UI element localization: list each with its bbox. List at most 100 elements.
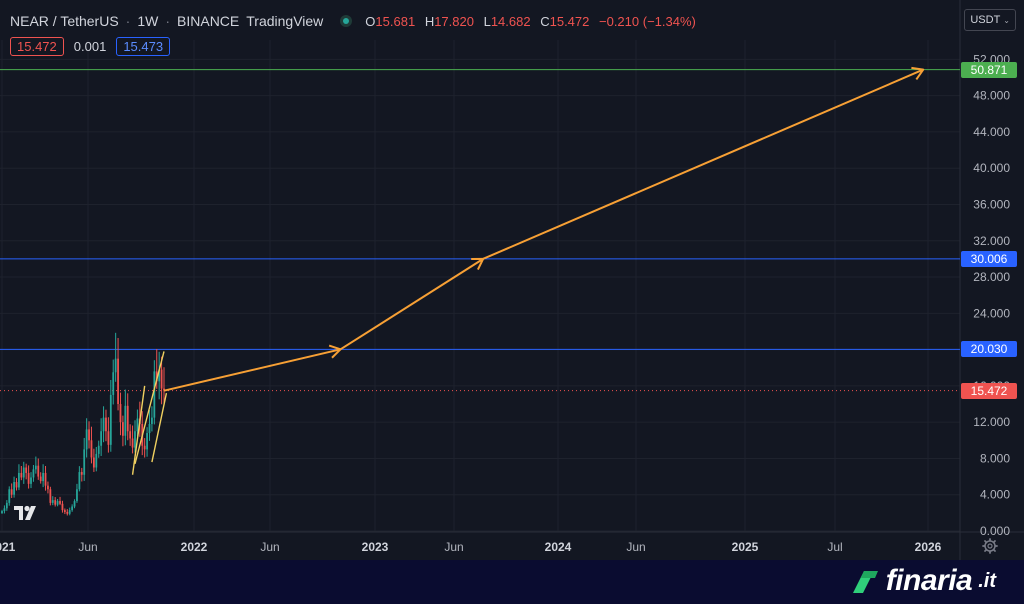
price-level-tag: 15.472 bbox=[961, 382, 1017, 399]
forecast-arrow[interactable] bbox=[339, 258, 484, 351]
forecast-arrow[interactable] bbox=[163, 348, 341, 392]
price-level-tag: 30.006 bbox=[961, 250, 1017, 267]
candle-body bbox=[1, 511, 3, 514]
y-tick-label: 8.000 bbox=[980, 451, 1010, 465]
symbol-name[interactable]: NEAR / TetherUS bbox=[10, 13, 119, 29]
candle-body bbox=[90, 440, 93, 458]
ohlc-values: O15.681 H17.820 L14.682 C15.472 −0.210 (… bbox=[365, 13, 696, 29]
candle-body bbox=[30, 477, 32, 484]
candle-body bbox=[13, 482, 15, 495]
x-tick-label: 2021 bbox=[0, 540, 16, 554]
platform: TradingView bbox=[246, 13, 324, 29]
candle-body bbox=[83, 449, 86, 475]
y-tick-label: 48.000 bbox=[973, 89, 1010, 103]
sell-price-button[interactable]: 15.472 bbox=[10, 36, 64, 56]
price-level-tag: 50.871 bbox=[961, 61, 1017, 78]
open-value: 15.681 bbox=[375, 13, 416, 29]
trade-price-panel: 15.472 0.001 15.473 bbox=[10, 36, 171, 56]
candle-body bbox=[158, 369, 161, 382]
candle-body bbox=[148, 423, 151, 434]
grid bbox=[0, 40, 960, 532]
candle-body bbox=[18, 472, 20, 488]
y-tick-label: 40.000 bbox=[973, 161, 1010, 175]
candle-body bbox=[10, 489, 13, 495]
close-value: 15.472 bbox=[549, 13, 590, 29]
candle-body bbox=[107, 431, 110, 445]
exchange: BINANCE bbox=[177, 13, 240, 29]
candle-body bbox=[143, 445, 146, 450]
candle-body bbox=[73, 501, 76, 507]
brand-tld: .it bbox=[978, 569, 996, 592]
pattern-trendline[interactable] bbox=[151, 392, 168, 463]
y-axis[interactable]: 0.0004.0008.00012.00016.00020.00024.0002… bbox=[973, 52, 1010, 538]
candle-body bbox=[39, 476, 42, 482]
x-tick-label: Jun bbox=[626, 540, 645, 554]
low-value: 14.682 bbox=[490, 13, 531, 29]
gear-icon[interactable] bbox=[982, 538, 998, 554]
candle-body bbox=[22, 467, 25, 478]
candle-body bbox=[59, 501, 61, 504]
x-tick-label: 2025 bbox=[732, 540, 759, 554]
candle-body bbox=[136, 418, 139, 432]
buy-price-button[interactable]: 15.473 bbox=[116, 36, 171, 56]
currency-selector[interactable]: USDT ⌄ bbox=[964, 9, 1016, 31]
candle-body bbox=[76, 489, 78, 502]
candle-body bbox=[105, 417, 107, 432]
x-tick-label: Jun bbox=[260, 540, 279, 554]
candle-body bbox=[112, 372, 115, 395]
candle-body bbox=[47, 485, 49, 490]
candle-body bbox=[155, 371, 158, 382]
candle-body bbox=[15, 482, 18, 488]
tradingview-logo-icon bbox=[14, 505, 36, 520]
x-axis[interactable]: 2021 Jun 2022 Jun 2023 Jun 2024 Jun 2025 Jul 2026 bbox=[0, 540, 942, 554]
candle-body bbox=[20, 472, 23, 478]
candle-body bbox=[71, 506, 74, 511]
high-value: 17.820 bbox=[434, 13, 474, 29]
candle-body bbox=[126, 405, 129, 432]
y-tick-label: 12.000 bbox=[973, 415, 1010, 429]
candle-body bbox=[146, 433, 148, 450]
finaria-brand[interactable]: finaria .it bbox=[850, 564, 996, 598]
candle-body bbox=[51, 500, 54, 503]
forecast-arrow[interactable] bbox=[482, 68, 924, 260]
interval[interactable]: 1W bbox=[137, 13, 159, 29]
x-tick-label: Jun bbox=[78, 540, 97, 554]
candle-body bbox=[37, 465, 40, 477]
candle-body bbox=[61, 503, 64, 511]
price-level-tag: 20.030 bbox=[961, 341, 1017, 358]
candle-body bbox=[54, 500, 57, 505]
candle-body bbox=[122, 422, 124, 436]
y-tick-label: 32.000 bbox=[973, 234, 1010, 248]
candle-body bbox=[160, 369, 163, 389]
candle-body bbox=[44, 472, 47, 486]
x-tick-label: Jul bbox=[827, 540, 842, 554]
candle-body bbox=[63, 510, 66, 512]
pattern-trendline[interactable] bbox=[131, 385, 146, 475]
pattern-trendline[interactable] bbox=[134, 351, 165, 465]
brand-name: finaria bbox=[885, 564, 973, 597]
candle-body bbox=[151, 417, 153, 424]
candle-body bbox=[66, 511, 69, 514]
candle-body bbox=[78, 472, 81, 490]
x-tick-label: Jun bbox=[444, 540, 463, 554]
candle-body bbox=[102, 417, 105, 432]
candle-body bbox=[88, 429, 90, 441]
candle-body bbox=[49, 489, 52, 503]
y-tick-label: 36.000 bbox=[973, 197, 1010, 211]
candle-body bbox=[5, 502, 8, 509]
y-tick-label: 0.000 bbox=[980, 524, 1010, 538]
candle-body bbox=[8, 489, 11, 503]
forecast-arrowhead bbox=[911, 66, 925, 80]
x-tick-label: 2024 bbox=[545, 540, 572, 554]
candle-body bbox=[80, 472, 83, 475]
footer-bar: finaria .it bbox=[0, 560, 1024, 604]
candle-body bbox=[109, 394, 112, 445]
candle-body bbox=[153, 371, 156, 418]
market-status-icon bbox=[340, 15, 353, 27]
candle-body bbox=[97, 445, 100, 454]
candle-body bbox=[85, 429, 88, 450]
candle-body bbox=[114, 358, 117, 373]
candle-body bbox=[68, 510, 71, 514]
candle-body bbox=[95, 453, 98, 468]
